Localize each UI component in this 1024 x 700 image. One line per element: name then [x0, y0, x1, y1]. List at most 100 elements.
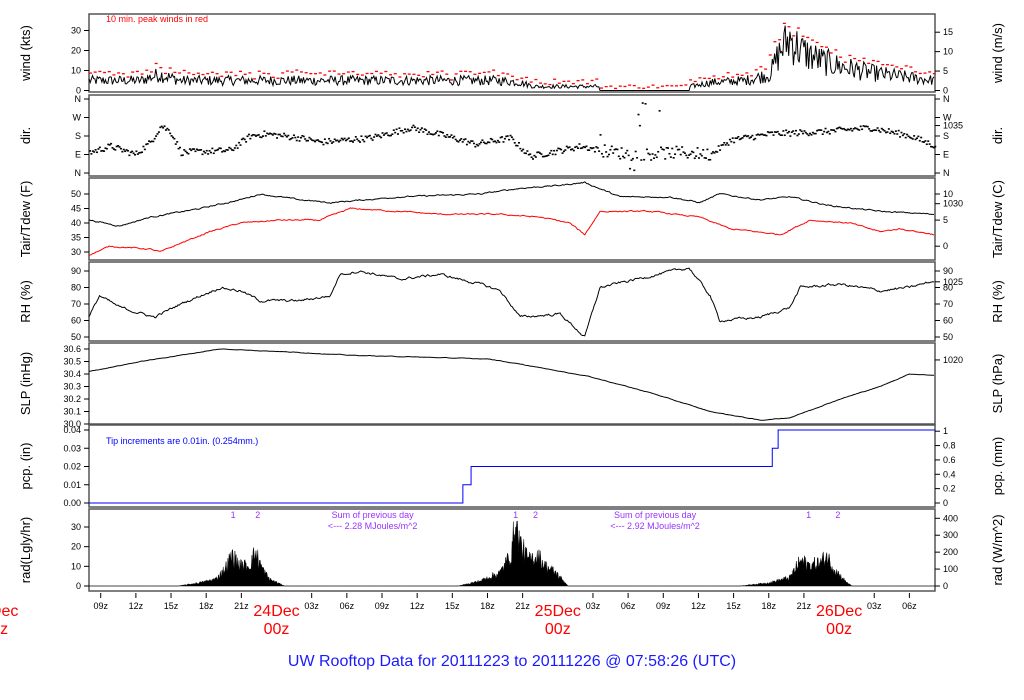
dir-point [194, 150, 197, 153]
dir-point [796, 134, 799, 137]
dir-point [555, 149, 558, 152]
dir-point [835, 127, 838, 130]
dir-point [318, 140, 321, 143]
dir-point [191, 148, 194, 150]
date-hour-label: 00z [0, 621, 8, 638]
temp-left-tick-label: 50 [71, 189, 81, 199]
dir-point [163, 125, 166, 127]
dir-point [437, 134, 440, 137]
pcp-right-tick-label: 0 [943, 498, 948, 508]
dir-point [758, 134, 761, 136]
dir-point [880, 127, 883, 130]
dir-point [820, 129, 823, 131]
dir-point [222, 150, 225, 152]
dir-point [273, 132, 276, 135]
dir-point [567, 146, 570, 149]
dir-point [353, 139, 356, 142]
temp-left-tick-label: 30 [71, 247, 81, 257]
time-tick-label: 21z [797, 601, 812, 611]
dir-point [101, 149, 104, 152]
dir-point [927, 140, 930, 142]
dir-point [481, 139, 484, 141]
dir-point [340, 137, 343, 140]
dir-point [674, 153, 677, 156]
date-label: 23Dec [0, 603, 18, 620]
pcp-right-tick-label: 0.2 [943, 484, 956, 494]
dir-point [214, 149, 217, 152]
wind-right-tick-label: 5 [943, 66, 948, 76]
dir-point [907, 135, 910, 138]
rh-right-tick-label: 80 [943, 283, 953, 293]
dir-point [876, 127, 879, 129]
dir-point [745, 135, 748, 138]
dir-point [117, 145, 120, 147]
dir-point [284, 134, 287, 137]
panel-wind: 0 10 20 30 0 5 10 15 wind (kts) wind (m/s) 10 min.… [18, 13, 1005, 96]
dir-point [501, 136, 504, 138]
dir-point [378, 135, 381, 138]
dir-point [162, 126, 165, 129]
dir-point [899, 136, 902, 138]
rad-left-tick-label: 20 [71, 542, 81, 552]
dir-point [892, 131, 895, 134]
pcp-right-tick-label: 1 [943, 426, 948, 436]
dir-point [516, 144, 519, 147]
dir-point [759, 133, 762, 136]
slp-right-tick-label: 1035 [943, 121, 963, 131]
dir-point [678, 148, 681, 151]
dir-point [913, 135, 916, 137]
rh-ylabel: RH (%) [18, 280, 33, 323]
dir-point [714, 150, 717, 153]
dir-point [733, 141, 736, 144]
dir-point [197, 149, 200, 152]
dir-point [132, 152, 135, 155]
dir-point [329, 140, 332, 142]
dir-point [586, 149, 589, 151]
dir-point [856, 128, 859, 131]
dir-point [868, 128, 871, 130]
rad-right-tick-label: 0 [943, 581, 948, 591]
dir-point [886, 131, 889, 133]
dir-point [159, 126, 162, 129]
dir-point [577, 147, 580, 149]
dir-point [633, 169, 636, 172]
dir-point [524, 152, 527, 155]
dir-point [568, 146, 571, 148]
dir-point [533, 154, 536, 157]
dir-point [124, 150, 127, 153]
dir-point [205, 149, 208, 152]
time-axis: 23Dec00z09z12z15z18z21z24Dec00z03z06z09z… [0, 593, 917, 638]
dir-point [283, 132, 286, 135]
pcp-left-tick-label: 0.01 [63, 480, 81, 490]
dir-point [911, 138, 914, 140]
temp-right-tick-label: 0 [943, 241, 948, 251]
dir-point [681, 146, 684, 148]
dir-point [207, 153, 210, 155]
rad-right-tick-label: 100 [943, 564, 958, 574]
rad-right-tick-label: 200 [943, 547, 958, 557]
rad-area [89, 520, 936, 587]
dir-point [816, 129, 819, 132]
dir-point [534, 156, 537, 158]
dir-point [89, 150, 91, 152]
dir-point [799, 129, 802, 131]
date-hour-label: 00z [826, 621, 852, 638]
temp-right-tick-label: 5 [943, 215, 948, 225]
dir-point [738, 138, 741, 141]
dir-point [863, 125, 866, 128]
dir-point [242, 137, 245, 140]
dir-point [671, 147, 674, 150]
dir-point [299, 136, 302, 139]
dir-point [440, 131, 443, 133]
dir-point [170, 135, 173, 137]
dir-point [361, 138, 364, 141]
dir-point [225, 149, 228, 151]
dir-point [180, 154, 183, 157]
dir-point [166, 127, 169, 130]
dir-point [398, 127, 401, 129]
dir-point [434, 132, 437, 134]
slp-right-tick-label: 1025 [943, 277, 963, 287]
pcp-left-tick-label: 0.03 [63, 443, 81, 453]
dir-point [153, 137, 156, 140]
dir-point [742, 135, 745, 137]
